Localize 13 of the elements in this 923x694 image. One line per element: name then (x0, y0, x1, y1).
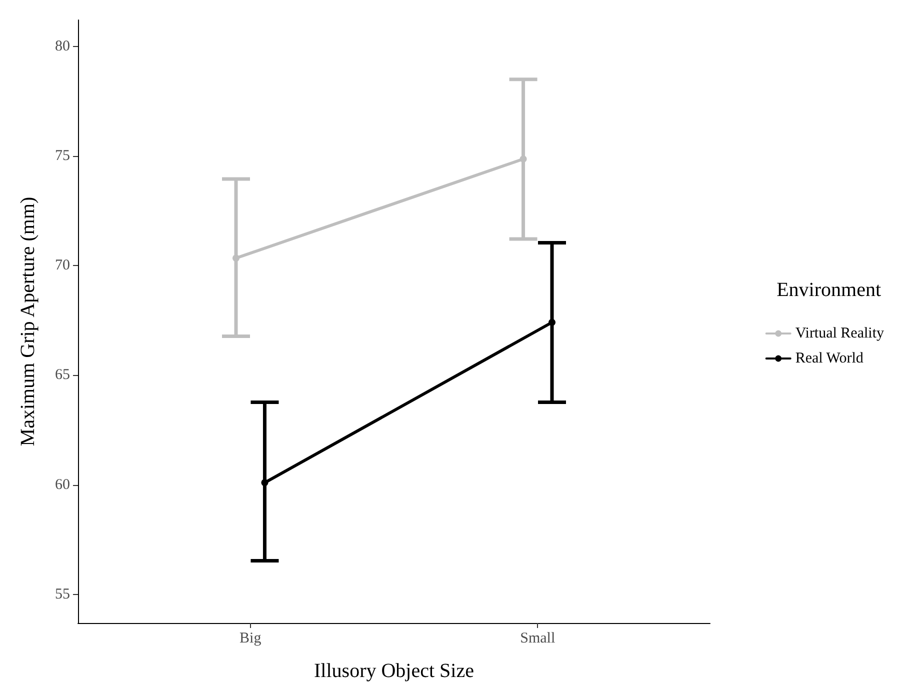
legend-label: Real World (795, 350, 864, 366)
y-tick-label: 60 (55, 476, 70, 493)
y-axis-title: Maximum Grip Aperture (mm) (17, 196, 39, 446)
legend-label: Virtual Reality (795, 326, 884, 342)
x-tick-label: Small (520, 630, 556, 646)
x-tick-label: Big (240, 630, 262, 646)
y-tick-label: 55 (55, 586, 70, 602)
y-tick-label: 75 (55, 148, 70, 164)
y-tick-label: 80 (55, 38, 70, 54)
y-tick-label: 70 (55, 258, 70, 274)
legend-title: Environment (776, 279, 882, 301)
x-axis-title: Illusory Object Size (314, 660, 474, 682)
y-tick-label: 65 (55, 367, 70, 384)
